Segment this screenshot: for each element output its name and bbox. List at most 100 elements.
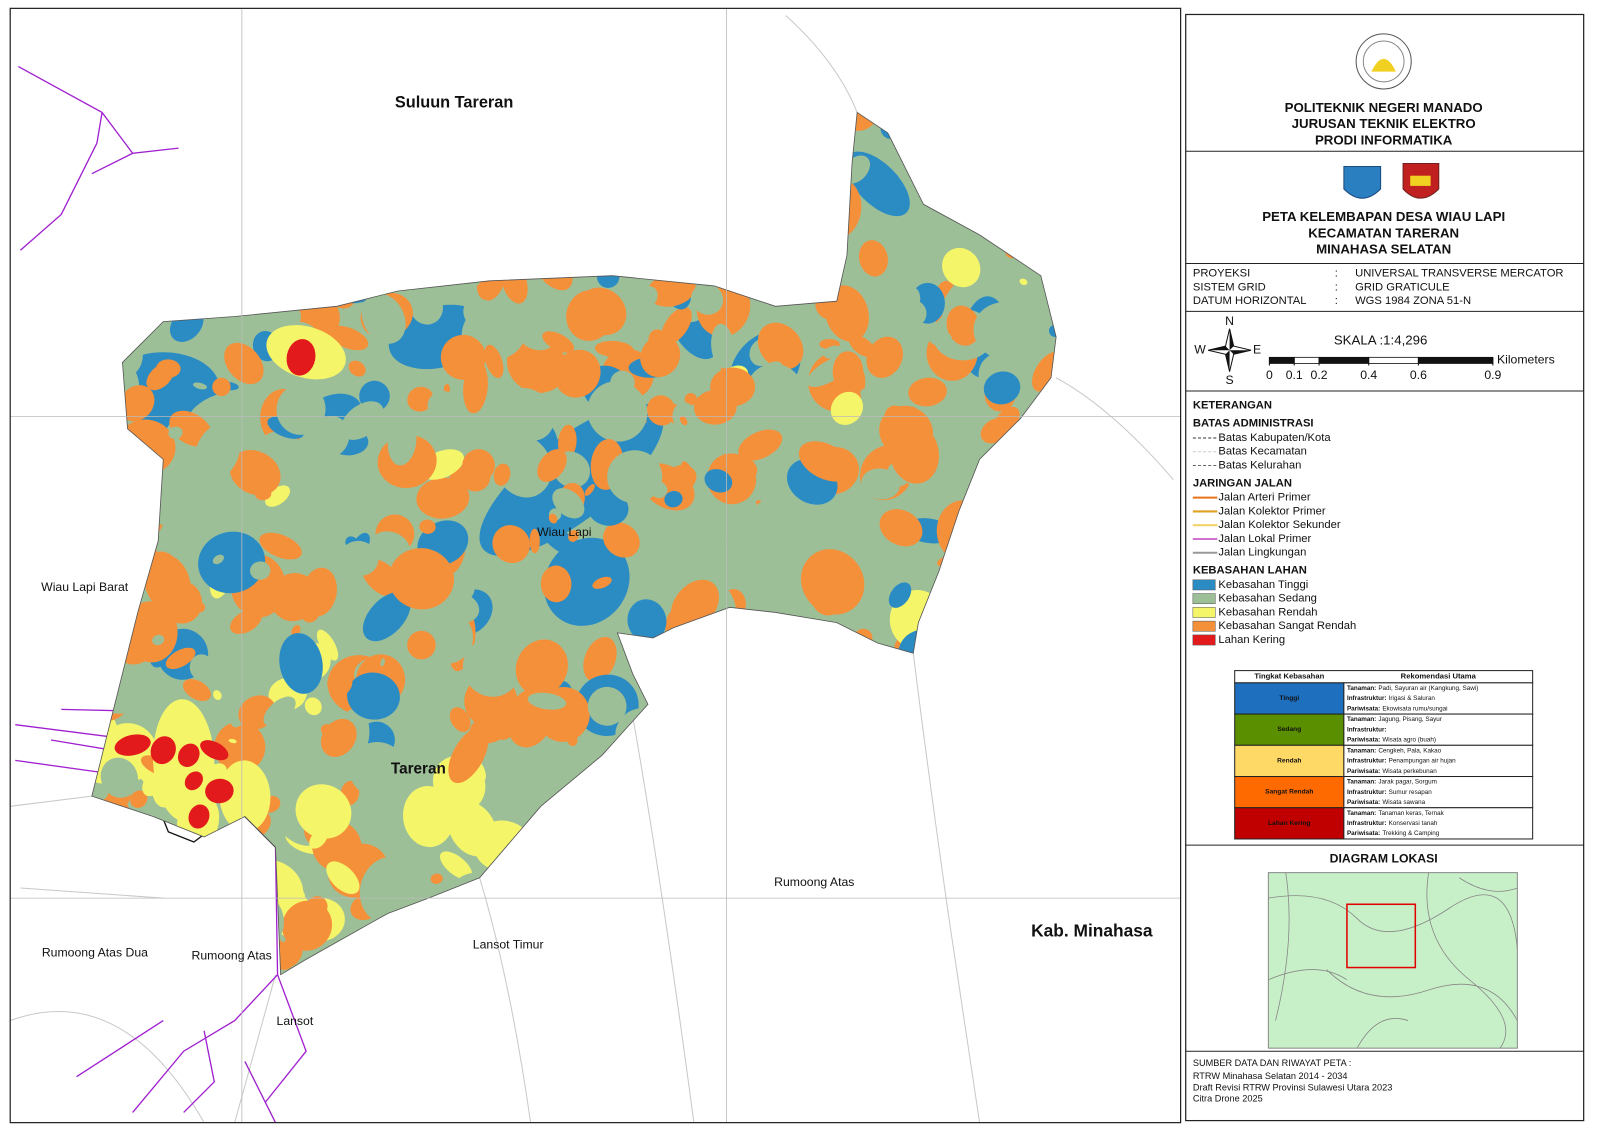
- blob: [214, 721, 266, 773]
- blob: [301, 567, 337, 617]
- legend-group-title: JARINGAN JALAN: [1193, 477, 1292, 489]
- blob: [387, 416, 417, 466]
- blob: [607, 450, 663, 504]
- blob: [316, 629, 339, 661]
- rec-text: Ekowisata rumu/sungai: [1382, 705, 1447, 712]
- info-key: PROYEKSI: [1193, 268, 1250, 280]
- blob: [888, 582, 912, 608]
- blob: [492, 525, 531, 564]
- info-sep: :: [1335, 295, 1338, 307]
- legend-swatch: [1192, 634, 1216, 646]
- table-level-cell: [1234, 776, 1345, 809]
- blob: [435, 409, 471, 455]
- info-sep: :: [1335, 268, 1338, 280]
- blob: [566, 290, 614, 341]
- blob: [152, 634, 165, 646]
- blob: [150, 736, 176, 765]
- rec-label: Infrastruktur:: [1347, 726, 1387, 733]
- blob: [627, 599, 667, 642]
- blob: [462, 638, 521, 697]
- blob: [711, 323, 734, 369]
- rec-text: Cengkeh, Pala, Kakao: [1378, 747, 1441, 754]
- compass-label: N: [1225, 314, 1234, 328]
- blob: [114, 734, 151, 756]
- blob: [410, 290, 443, 325]
- blob: [640, 540, 662, 560]
- blob: [861, 468, 900, 500]
- blob: [259, 532, 302, 560]
- blob: [699, 529, 727, 559]
- table-level: Sangat Rendah: [1265, 789, 1313, 796]
- legend-item: Batas Kabupaten/Kota: [1218, 432, 1331, 444]
- scale-tick-label: 0.6: [1410, 368, 1427, 382]
- blob: [973, 302, 1037, 360]
- rec-label: Pariwisata:: [1347, 767, 1380, 774]
- scale-segment: [1293, 356, 1320, 364]
- blob: [148, 551, 183, 590]
- blob: [276, 383, 326, 435]
- table-rec-line: Tanaman: Tanaman keras, Ternak: [1347, 810, 1445, 817]
- rec-text: Jagung, Pisang, Sayur: [1378, 716, 1442, 723]
- info-key: SISTEM GRID: [1193, 281, 1266, 293]
- scale-tick-label: 0.1: [1286, 368, 1303, 382]
- rec-label: Tanaman:: [1347, 778, 1376, 785]
- rec-text: Wisata sawana: [1382, 799, 1425, 806]
- rec-label: Tanaman:: [1347, 747, 1376, 754]
- scale-tick-label: 0: [1266, 368, 1273, 382]
- blob: [295, 784, 352, 839]
- blob: [536, 767, 562, 791]
- blob: [212, 554, 224, 565]
- rec-label: Pariwisata:: [1347, 736, 1380, 743]
- blob: [213, 311, 242, 341]
- boundaries: [10, 15, 1174, 1123]
- legend-item: Batas Kelurahan: [1218, 459, 1301, 471]
- legend-swatch: [1192, 607, 1216, 618]
- info-value: UNIVERSAL TRANSVERSE MERCATOR: [1355, 268, 1563, 280]
- table-rec-cell: [1343, 744, 1534, 778]
- blob: [407, 386, 434, 412]
- blob: [205, 778, 234, 804]
- blob: [587, 381, 648, 442]
- blob: [603, 522, 640, 558]
- blob: [327, 669, 353, 696]
- legend-item: Jalan Arteri Primer: [1218, 492, 1311, 504]
- blob: [427, 391, 459, 420]
- blob: [321, 511, 330, 528]
- blob: [348, 360, 366, 377]
- rec-text: Wisata agro (buah): [1382, 736, 1436, 743]
- legend-group-title: BATAS ADMINISTRASI: [1193, 418, 1314, 430]
- blob: [738, 429, 783, 461]
- graticule: [10, 8, 1181, 1123]
- rec-label: Infrastruktur:: [1347, 820, 1387, 827]
- place-label: Suluun Tareran: [395, 94, 513, 112]
- legend-swatch: [1192, 620, 1216, 632]
- compass: [1208, 328, 1252, 372]
- info-key: DATUM HORIZONTAL: [1193, 295, 1307, 307]
- blob: [279, 633, 323, 694]
- compass-label: E: [1253, 342, 1261, 356]
- blob: [320, 724, 337, 738]
- table-header-cell: Tingkat Kebasahan: [1254, 672, 1324, 681]
- header-line: PRODI INFORMATIKA: [1315, 133, 1453, 148]
- blob: [757, 322, 804, 370]
- blob: [594, 340, 634, 358]
- info-sep: :: [1335, 281, 1338, 293]
- blob: [449, 707, 471, 732]
- blob: [304, 697, 322, 716]
- blob: [942, 247, 981, 288]
- blob: [229, 449, 281, 496]
- blob: [362, 591, 411, 642]
- table-rec-cell: [1343, 807, 1534, 840]
- blob: [679, 415, 688, 426]
- blob: [542, 527, 587, 559]
- place-label: Tareran: [391, 761, 446, 778]
- place-label: Rumoong Atas Dua: [42, 945, 148, 959]
- legend-group-title: KEBASAHAN LAHAN: [1193, 565, 1307, 577]
- blob: [529, 528, 540, 554]
- blob: [941, 276, 978, 321]
- rec-label: Tanaman:: [1347, 810, 1376, 817]
- blob: [359, 856, 418, 924]
- source-line: Draft Revisi RTRW Provinsi Sulawesi Utar…: [1193, 1082, 1392, 1092]
- table-rec-line: Pariwisata: Ekowisata rumu/sungai: [1347, 705, 1448, 712]
